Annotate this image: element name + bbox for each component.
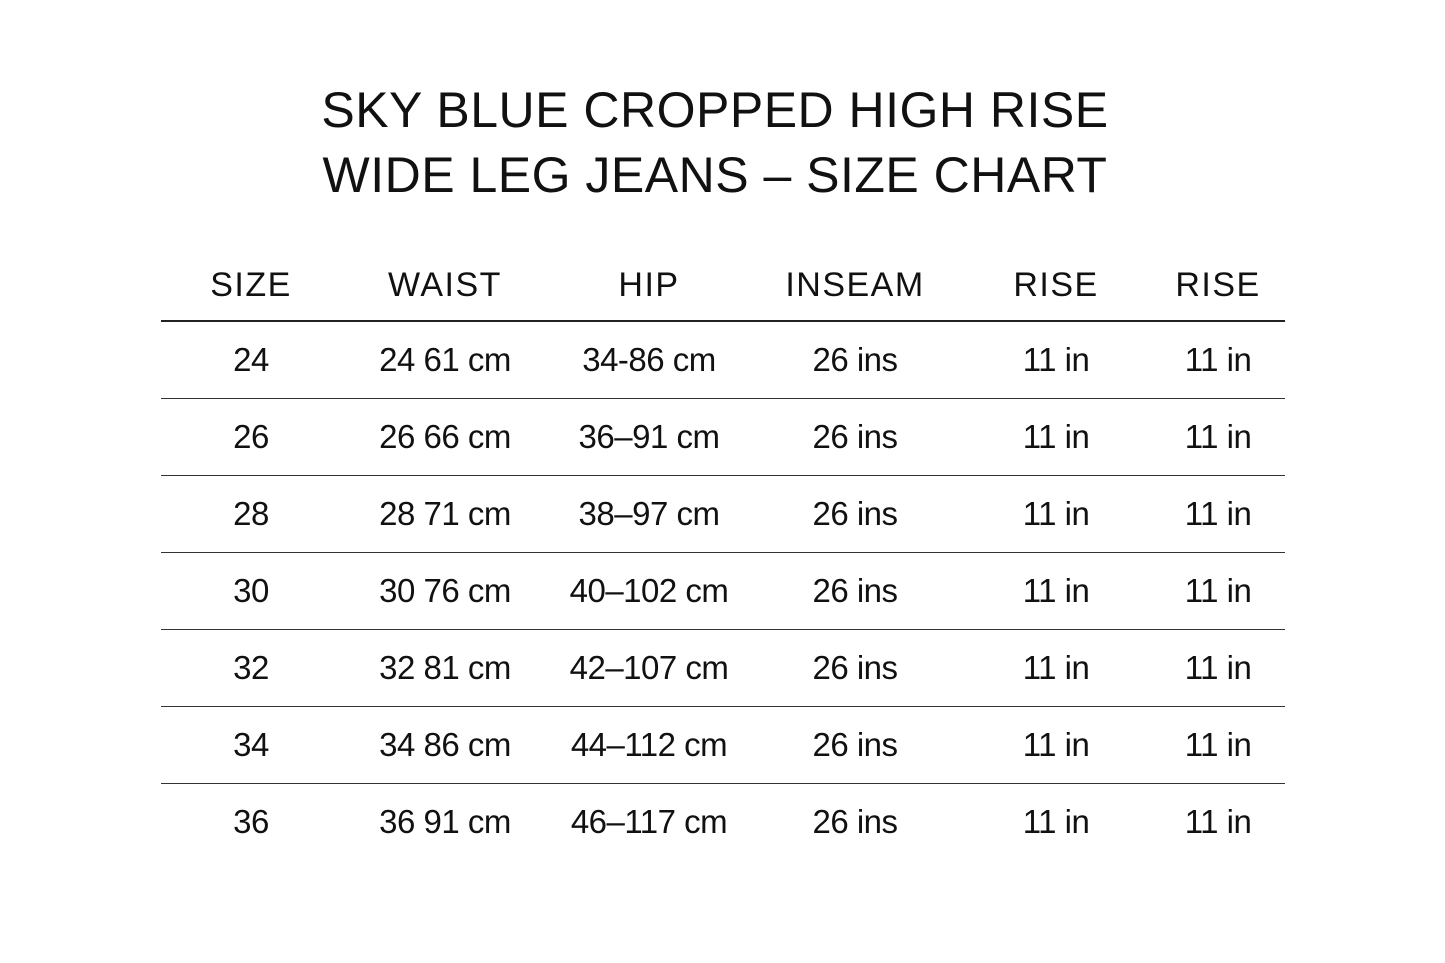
cell-rise: 11 in xyxy=(961,321,1151,399)
cell-rise: 11 in xyxy=(961,475,1151,553)
cell-inseam: 26 ins xyxy=(749,629,961,707)
header-waist: WAIST xyxy=(341,250,549,322)
table-row: 28 28 71 cm 38–97 cm 26 ins 11 in 11 in xyxy=(161,475,1285,553)
cell-rise: 11 in xyxy=(1022,803,1090,840)
title-line-2: WIDE LEG JEANS – SIZE CHART xyxy=(322,147,1108,203)
cell-size: 28 xyxy=(161,475,341,553)
header-rise: RISE xyxy=(961,250,1151,322)
cell-rise: 11 in xyxy=(961,552,1151,630)
cell-rise-2: 11 in xyxy=(1151,552,1285,630)
cell-hip: 42–107 cm xyxy=(549,629,749,707)
page-title: SKY BLUE CROPPED HIGH RISE WIDE LEG JEAN… xyxy=(0,78,1430,208)
cell-inseam: 26 ins xyxy=(749,398,961,476)
cell-hip: 34-86 cm xyxy=(549,321,749,399)
cell-waist: 26 66 cm xyxy=(341,398,549,476)
cell-hip: 46–117 cm xyxy=(570,803,728,840)
cell-rise-2: 11 in xyxy=(1151,706,1285,784)
header-hip: HIP xyxy=(549,250,749,322)
cell-rise: 11 in xyxy=(961,706,1151,784)
header-rise-2: RISE xyxy=(1151,250,1285,322)
cell-waist: 34 86 cm xyxy=(341,706,549,784)
table-row: 32 32 81 cm 42–107 cm 26 ins 11 in 11 in xyxy=(161,629,1285,707)
cell-rise-2: 11 in xyxy=(1151,398,1285,476)
cell-size: 24 xyxy=(161,321,341,399)
table-row: 36 36 91 cm 46–117 cm 26 ins 11 in 11 in xyxy=(161,784,1285,861)
table-row: 30 30 76 cm 40–102 cm 26 ins 11 in 11 in xyxy=(161,552,1285,630)
cell-inseam: 26 ins xyxy=(749,475,961,553)
cell-rise-2: 11 in xyxy=(1151,475,1285,553)
header-inseam: INSEAM xyxy=(749,250,961,322)
table-row: 26 26 66 cm 36–91 cm 26 ins 11 in 11 in xyxy=(161,398,1285,476)
cell-waist: 32 81 cm xyxy=(341,629,549,707)
cell-size: 36 xyxy=(233,803,269,840)
cell-hip: 44–112 cm xyxy=(549,706,749,784)
cell-waist: 36 91 cm xyxy=(379,803,511,840)
title-line-1: SKY BLUE CROPPED HIGH RISE xyxy=(321,82,1109,138)
table-row: 34 34 86 cm 44–112 cm 26 ins 11 in 11 in xyxy=(161,706,1285,784)
cell-size: 32 xyxy=(161,629,341,707)
cell-rise-2: 11 in xyxy=(1151,321,1285,399)
cell-rise-2: 11 in xyxy=(1184,803,1252,840)
cell-rise: 11 in xyxy=(961,629,1151,707)
header-size: SIZE xyxy=(161,250,341,322)
cell-inseam: 26 ins xyxy=(749,552,961,630)
cell-waist: 24 61 cm xyxy=(341,321,549,399)
cell-inseam: 26 ins xyxy=(812,803,898,840)
header-row: SIZE WAIST HIP INSEAM RISE RISE xyxy=(161,250,1285,322)
cell-size: 30 xyxy=(161,552,341,630)
cell-size: 26 xyxy=(161,398,341,476)
cell-inseam: 26 ins xyxy=(749,321,961,399)
cell-rise-2: 11 in xyxy=(1151,629,1285,707)
cell-hip: 36–91 cm xyxy=(549,398,749,476)
cell-hip: 40–102 cm xyxy=(549,552,749,630)
cell-waist: 30 76 cm xyxy=(341,552,549,630)
cell-hip: 38–97 cm xyxy=(549,475,749,553)
cell-size: 34 xyxy=(161,706,341,784)
size-chart-table: SIZE WAIST HIP INSEAM RISE RISE 24 24 61 … xyxy=(161,250,1285,860)
cell-rise: 11 in xyxy=(961,398,1151,476)
cell-inseam: 26 ins xyxy=(749,706,961,784)
cell-waist: 28 71 cm xyxy=(341,475,549,553)
table-row: 24 24 61 cm 34-86 cm 26 ins 11 in 11 in xyxy=(161,321,1285,399)
